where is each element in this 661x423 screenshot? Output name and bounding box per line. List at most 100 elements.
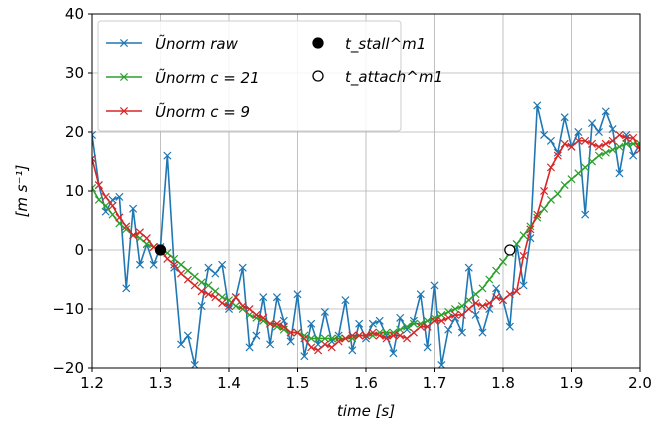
data-point — [204, 290, 213, 299]
data-point — [341, 296, 350, 305]
data-point — [334, 337, 343, 346]
data-point — [129, 231, 138, 240]
data-point — [396, 325, 405, 334]
data-point — [122, 225, 131, 234]
data-point — [211, 269, 220, 278]
data-point — [320, 334, 329, 343]
data-point — [94, 195, 103, 204]
data-point — [546, 195, 555, 204]
data-point — [492, 284, 501, 293]
data-point — [368, 319, 377, 328]
data-point — [218, 293, 227, 302]
data-point — [177, 260, 186, 269]
data-point — [375, 316, 384, 325]
data-point — [307, 334, 316, 343]
attach-point — [504, 244, 516, 256]
data-point — [574, 169, 583, 178]
data-point — [519, 281, 528, 290]
data-point — [211, 293, 220, 302]
data-point — [170, 263, 179, 272]
data-point — [519, 251, 528, 260]
data-point — [224, 304, 234, 314]
data-point — [629, 133, 638, 142]
data-point — [444, 307, 453, 316]
data-point — [416, 290, 425, 299]
data-point — [615, 130, 624, 139]
data-point — [478, 302, 487, 311]
data-point — [629, 151, 638, 160]
data-point — [218, 260, 227, 269]
data-point — [286, 337, 295, 346]
y-axis-label-text: [m s⁻¹] — [13, 164, 31, 217]
data-point — [601, 148, 610, 157]
data-point — [122, 222, 131, 231]
data-point — [211, 287, 220, 296]
data-point — [149, 260, 158, 269]
data-point — [423, 322, 432, 331]
data-point — [471, 290, 480, 299]
data-point — [300, 331, 309, 340]
data-point — [135, 234, 144, 243]
data-point — [444, 313, 453, 322]
data-point — [560, 139, 569, 148]
data-point — [231, 302, 240, 311]
data-point — [300, 334, 309, 343]
data-point — [122, 284, 131, 293]
data-point — [259, 293, 268, 302]
x-tick-label: 1.3 — [149, 374, 173, 392]
data-point — [92, 154, 97, 163]
data-point — [588, 139, 597, 148]
data-point — [300, 352, 309, 361]
event-points — [154, 244, 516, 256]
data-point — [361, 331, 371, 340]
y-tick-label: 10 — [65, 182, 84, 200]
data-point — [581, 210, 590, 219]
data-point — [183, 331, 192, 340]
data-point — [163, 151, 172, 160]
data-point — [615, 142, 624, 151]
data-point — [272, 293, 281, 302]
data-point — [567, 142, 576, 151]
x-tick-label: 1.7 — [423, 374, 447, 392]
data-point — [560, 181, 569, 190]
data-point — [204, 263, 213, 272]
data-point — [457, 328, 466, 337]
data-point — [348, 331, 357, 340]
y-axis-label: [m s⁻¹] — [13, 164, 31, 217]
data-point — [485, 304, 494, 314]
data-point — [608, 125, 617, 134]
data-point — [437, 310, 446, 319]
data-point — [389, 331, 398, 340]
data-point — [498, 257, 508, 266]
data-point — [389, 349, 398, 358]
data-point — [423, 343, 432, 352]
x-axis-label: time [s] — [337, 402, 395, 420]
data-point — [341, 334, 350, 343]
data-point — [190, 281, 199, 290]
data-point — [259, 316, 268, 325]
data-point — [92, 130, 97, 139]
legend-box — [97, 20, 402, 132]
data-point — [327, 334, 336, 343]
data-point — [581, 163, 590, 172]
data-point — [177, 269, 186, 278]
legend-label: Ũnorm c = 9 — [155, 102, 250, 121]
data-point — [485, 299, 494, 308]
data-point — [279, 325, 288, 334]
data-point — [348, 346, 357, 355]
data-point — [430, 316, 439, 325]
y-tick-label: 0 — [74, 241, 84, 259]
data-point — [101, 201, 110, 210]
x-tick-label: 2.0 — [628, 374, 652, 392]
data-point — [314, 340, 323, 349]
x-tick-label: 1.4 — [217, 374, 241, 392]
data-point — [540, 186, 549, 196]
data-point — [505, 322, 514, 331]
data-point — [409, 328, 418, 337]
data-point — [622, 133, 631, 142]
data-point — [485, 275, 494, 284]
data-point — [464, 263, 473, 272]
data-point — [327, 343, 336, 352]
data-point — [115, 192, 124, 201]
data-point — [526, 225, 535, 234]
